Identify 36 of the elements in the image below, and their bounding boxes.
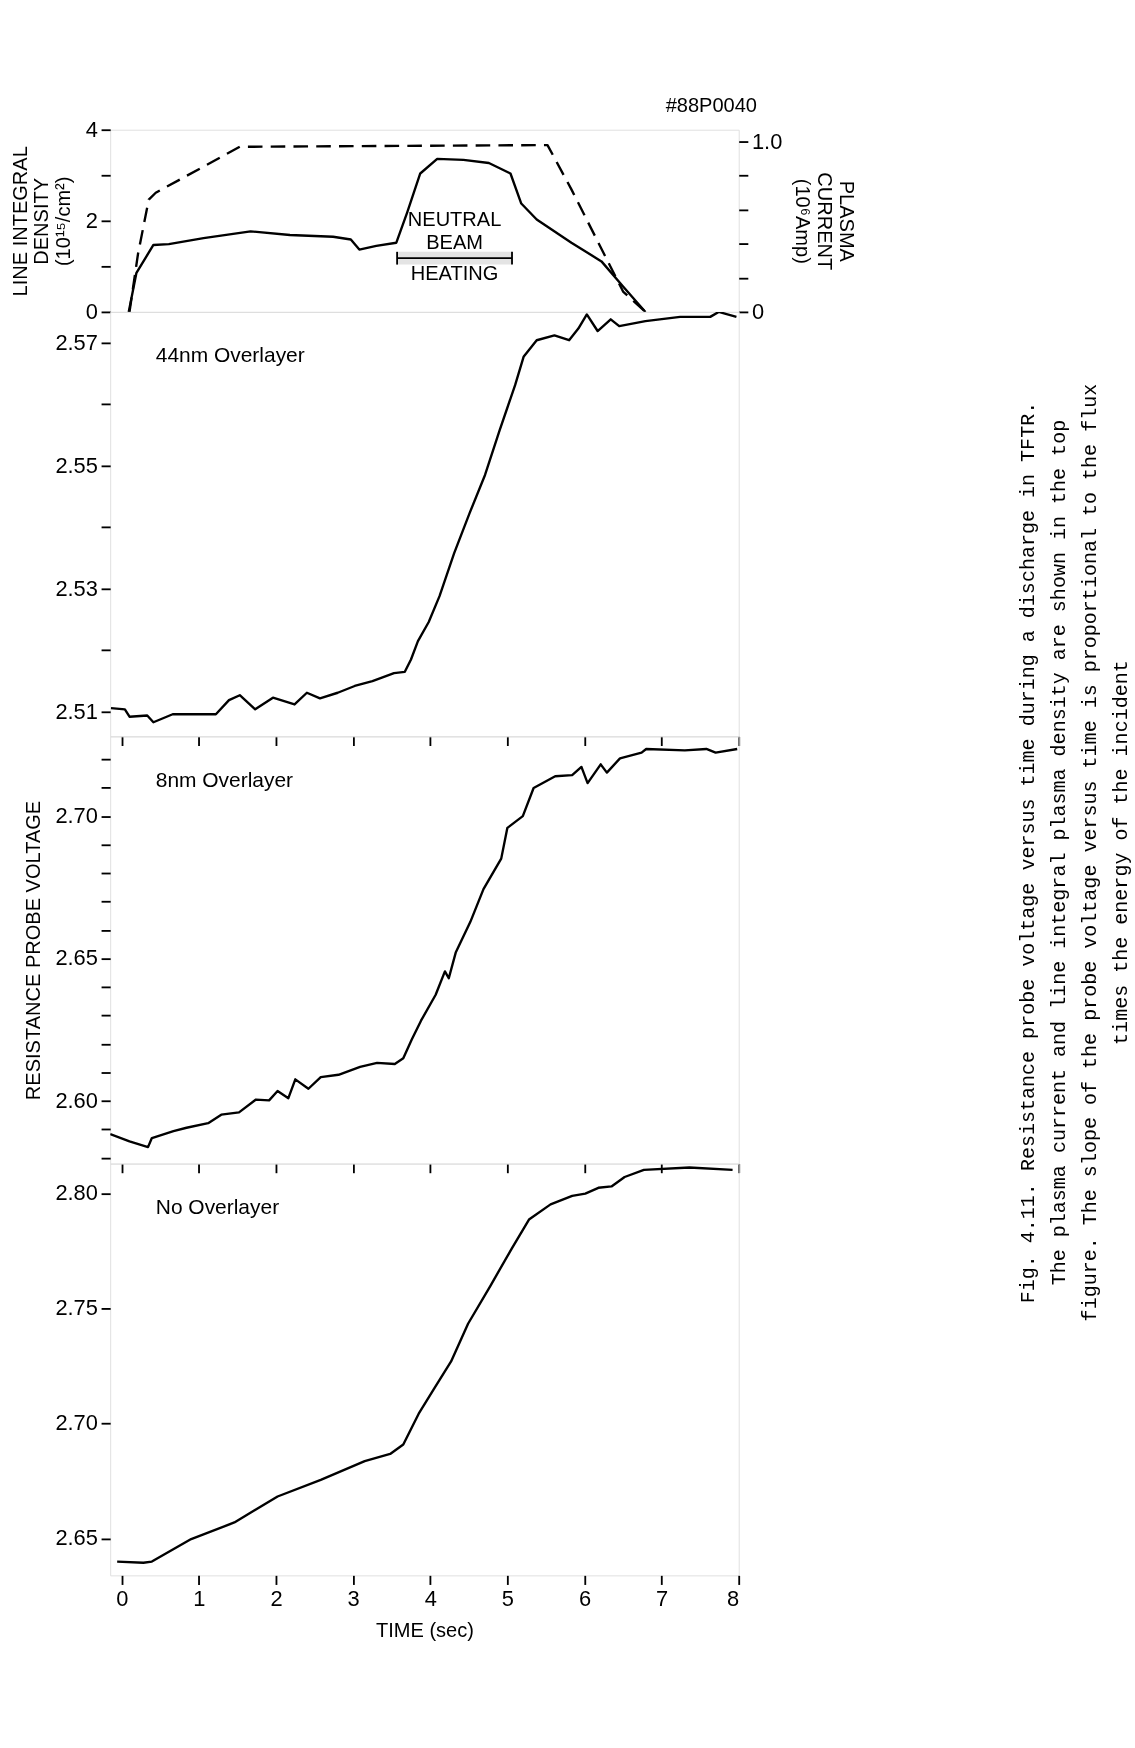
x-tick-label: 8 <box>727 1585 740 1611</box>
y-axis-title: RESISTANCE PROBE VOLTAGE <box>21 800 44 1101</box>
x-tick-label: 5 <box>501 1585 514 1611</box>
y-tick-label: 2.70 <box>55 803 98 829</box>
y-tick-label: 0 <box>85 298 98 324</box>
y-tick-label: 2.57 <box>55 329 98 355</box>
x-tick-label: 2 <box>270 1585 283 1611</box>
y-tick-label: 2.75 <box>55 1295 98 1321</box>
x-tick-label: 7 <box>656 1585 669 1611</box>
x-tick-label: 1 <box>193 1585 206 1611</box>
x-tick-label: 3 <box>347 1585 360 1611</box>
caption: Fig. 4.11. Resistance probe voltage versus time during a discharge in TFTR. The plasma current and line integral plasma density are shown in the top figure. The slope of the probe voltage versus time is proportional to the flux times the energy of the incident <box>1016 383 1133 1322</box>
y-tick-label: 2.60 <box>55 1087 98 1113</box>
band-label: NEUTRAL BEAM HEATING <box>407 208 502 285</box>
y-tick-label: 2.65 <box>55 1525 98 1551</box>
y-tick-label: 4 <box>85 116 98 142</box>
y2-tick-label: 0 <box>751 298 765 324</box>
text: 44nm Overlayer <box>155 343 305 367</box>
text: No Overlayer <box>155 1194 280 1218</box>
x-axis-title: TIME (sec) <box>375 1618 474 1641</box>
y-tick-label: 2.55 <box>55 452 98 478</box>
y-axis-title: LINE INTEGRAL DENSITY (10¹⁵/cm²) <box>8 146 75 297</box>
text: 8nm Overlayer <box>155 767 294 791</box>
x-tick-label: 6 <box>578 1585 592 1611</box>
y-tick-label: 2.65 <box>55 945 98 971</box>
x-tick-label: 0 <box>116 1585 129 1611</box>
y-tick-label: 2.53 <box>55 575 98 601</box>
y-tick-label: 2 <box>85 207 98 233</box>
line-series <box>115 1166 734 1564</box>
y2-tick-label: 1.0 <box>751 128 783 154</box>
y-tick-label: 2.51 <box>55 698 98 724</box>
x-tick-label: 4 <box>424 1585 437 1611</box>
y2-axis-title: PLASMA CURRENT (10⁶Amp) <box>792 172 858 271</box>
y-tick-label: 2.80 <box>55 1180 98 1206</box>
y-tick-label: 2.70 <box>55 1410 98 1436</box>
text: #88P0040 <box>665 94 757 117</box>
